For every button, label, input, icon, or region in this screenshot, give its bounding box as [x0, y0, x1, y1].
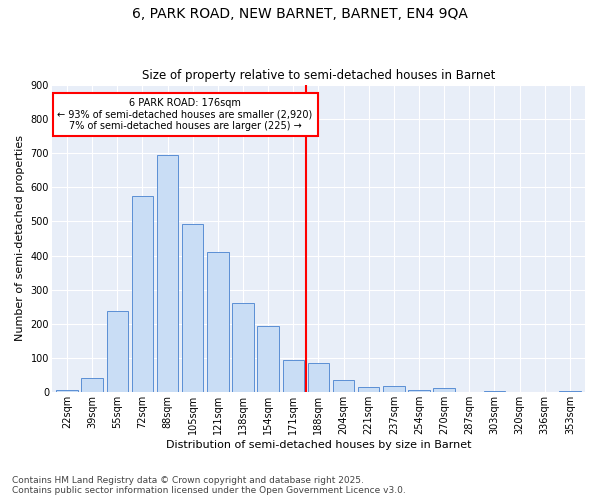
Bar — [107, 312, 128, 392]
Bar — [283, 360, 304, 392]
Bar — [257, 326, 279, 392]
Bar — [308, 363, 329, 392]
Bar — [232, 302, 254, 392]
Bar — [358, 387, 379, 392]
Bar — [484, 390, 505, 392]
Y-axis label: Number of semi-detached properties: Number of semi-detached properties — [15, 136, 25, 342]
Bar — [433, 388, 455, 392]
Bar — [383, 386, 404, 392]
Bar — [56, 390, 77, 392]
Text: 6 PARK ROAD: 176sqm
← 93% of semi-detached houses are smaller (2,920)
7% of semi: 6 PARK ROAD: 176sqm ← 93% of semi-detach… — [58, 98, 313, 132]
Bar — [409, 390, 430, 392]
Bar — [333, 380, 354, 392]
Bar — [559, 391, 581, 392]
Text: 6, PARK ROAD, NEW BARNET, BARNET, EN4 9QA: 6, PARK ROAD, NEW BARNET, BARNET, EN4 9Q… — [132, 8, 468, 22]
Bar — [207, 252, 229, 392]
Text: Contains HM Land Registry data © Crown copyright and database right 2025.
Contai: Contains HM Land Registry data © Crown c… — [12, 476, 406, 495]
Bar — [182, 224, 203, 392]
X-axis label: Distribution of semi-detached houses by size in Barnet: Distribution of semi-detached houses by … — [166, 440, 471, 450]
Bar — [82, 378, 103, 392]
Bar — [131, 196, 153, 392]
Bar — [157, 156, 178, 392]
Title: Size of property relative to semi-detached houses in Barnet: Size of property relative to semi-detach… — [142, 69, 495, 82]
